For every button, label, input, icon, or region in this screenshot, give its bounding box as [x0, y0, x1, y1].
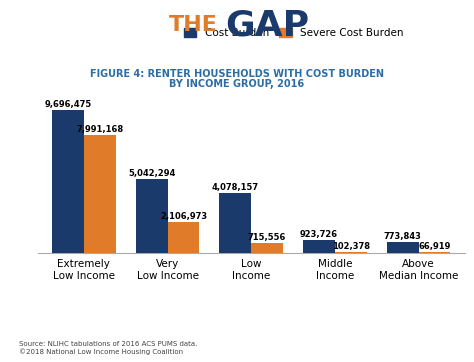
- Bar: [136, 179, 168, 253]
- Text: FIGURE 4: RENTER HOUSEHOLDS WITH COST BURDEN: FIGURE 4: RENTER HOUSEHOLDS WITH COST BU…: [90, 69, 384, 79]
- Bar: [419, 252, 450, 253]
- Text: 9,696,475: 9,696,475: [45, 100, 91, 109]
- Text: THE: THE: [169, 15, 218, 35]
- Text: Source: NLIHC tabulations of 2016 ACS PUMS data.
©2018 National Low Income Housi: Source: NLIHC tabulations of 2016 ACS PU…: [19, 341, 197, 355]
- Text: GAP: GAP: [225, 8, 309, 42]
- Text: 923,726: 923,726: [300, 230, 338, 239]
- Text: 773,843: 773,843: [383, 232, 421, 241]
- Bar: [303, 240, 335, 253]
- Text: 4,078,157: 4,078,157: [212, 183, 259, 192]
- Bar: [168, 222, 200, 253]
- Bar: [251, 243, 283, 253]
- Bar: [52, 110, 84, 253]
- Text: 66,919: 66,919: [418, 242, 451, 251]
- Text: 715,556: 715,556: [248, 233, 286, 241]
- Bar: [84, 135, 116, 253]
- Text: 102,378: 102,378: [332, 242, 370, 251]
- Text: 5,042,294: 5,042,294: [128, 169, 175, 178]
- Bar: [387, 242, 419, 253]
- Bar: [335, 252, 367, 253]
- Bar: [219, 193, 251, 253]
- Text: 7,991,168: 7,991,168: [76, 125, 123, 134]
- Text: BY INCOME GROUP, 2016: BY INCOME GROUP, 2016: [169, 79, 305, 89]
- Legend: Cost Burden, Severe Cost Burden: Cost Burden, Severe Cost Burden: [180, 24, 408, 42]
- Text: 2,106,973: 2,106,973: [160, 212, 207, 221]
